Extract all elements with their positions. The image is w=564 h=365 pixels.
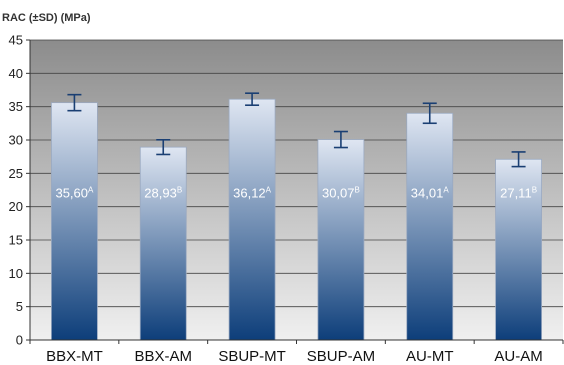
error-bar bbox=[333, 130, 348, 149]
category-label: AU-AM bbox=[494, 348, 542, 365]
y-tick-label: 15 bbox=[9, 233, 23, 248]
error-bar bbox=[511, 151, 526, 168]
bar-bbx-am bbox=[139, 146, 187, 341]
data-label: 30,07B bbox=[322, 185, 360, 200]
y-tick-label: 45 bbox=[9, 33, 23, 48]
bar-sbup-mt bbox=[228, 98, 276, 341]
y-tick-label: 20 bbox=[9, 199, 23, 214]
y-tick-label: 25 bbox=[9, 166, 23, 181]
data-label: 28,93B bbox=[144, 185, 182, 200]
y-tick-label: 40 bbox=[9, 66, 23, 81]
data-labels: 35,60A 28,93B 36,12A 30,07B 34,01A 27,11B bbox=[55, 185, 537, 200]
bar-bbx-mt bbox=[51, 102, 98, 341]
gridlines bbox=[30, 39, 563, 308]
y-tick-label: 0 bbox=[16, 333, 23, 348]
error-bar bbox=[67, 93, 82, 112]
data-label: 36,12A bbox=[233, 185, 272, 200]
data-label: 27,11B bbox=[500, 185, 537, 200]
data-label: 34,01A bbox=[411, 185, 450, 200]
data-label: 35,60A bbox=[55, 185, 94, 200]
error-bar bbox=[156, 139, 171, 156]
category-labels: BBX-MT BBX-AM SBUP-MT SBUP-AM AU-MT AU-AM bbox=[29, 340, 564, 365]
category-label: AU-MT bbox=[406, 348, 454, 365]
error-bars bbox=[67, 92, 526, 168]
bar-au-mt bbox=[406, 112, 454, 341]
category-label: SBUP-MT bbox=[218, 348, 286, 365]
error-bar bbox=[245, 92, 260, 106]
y-tick-label: 5 bbox=[16, 299, 23, 314]
y-tick-labels: 0 5 10 15 20 25 30 35 40 45 bbox=[9, 33, 30, 348]
bar-sbup-am bbox=[317, 139, 365, 341]
category-label: SBUP-AM bbox=[307, 348, 375, 365]
y-axis-label: RAC (±SD) (MPa) bbox=[2, 12, 91, 24]
y-tick-label: 10 bbox=[9, 266, 23, 281]
category-label: BBX-AM bbox=[134, 348, 192, 365]
y-tick-label: 35 bbox=[9, 99, 23, 114]
category-label: BBX-MT bbox=[46, 348, 103, 365]
error-bar bbox=[422, 102, 437, 125]
plot-area bbox=[30, 40, 563, 340]
y-tick-label: 30 bbox=[9, 133, 23, 148]
